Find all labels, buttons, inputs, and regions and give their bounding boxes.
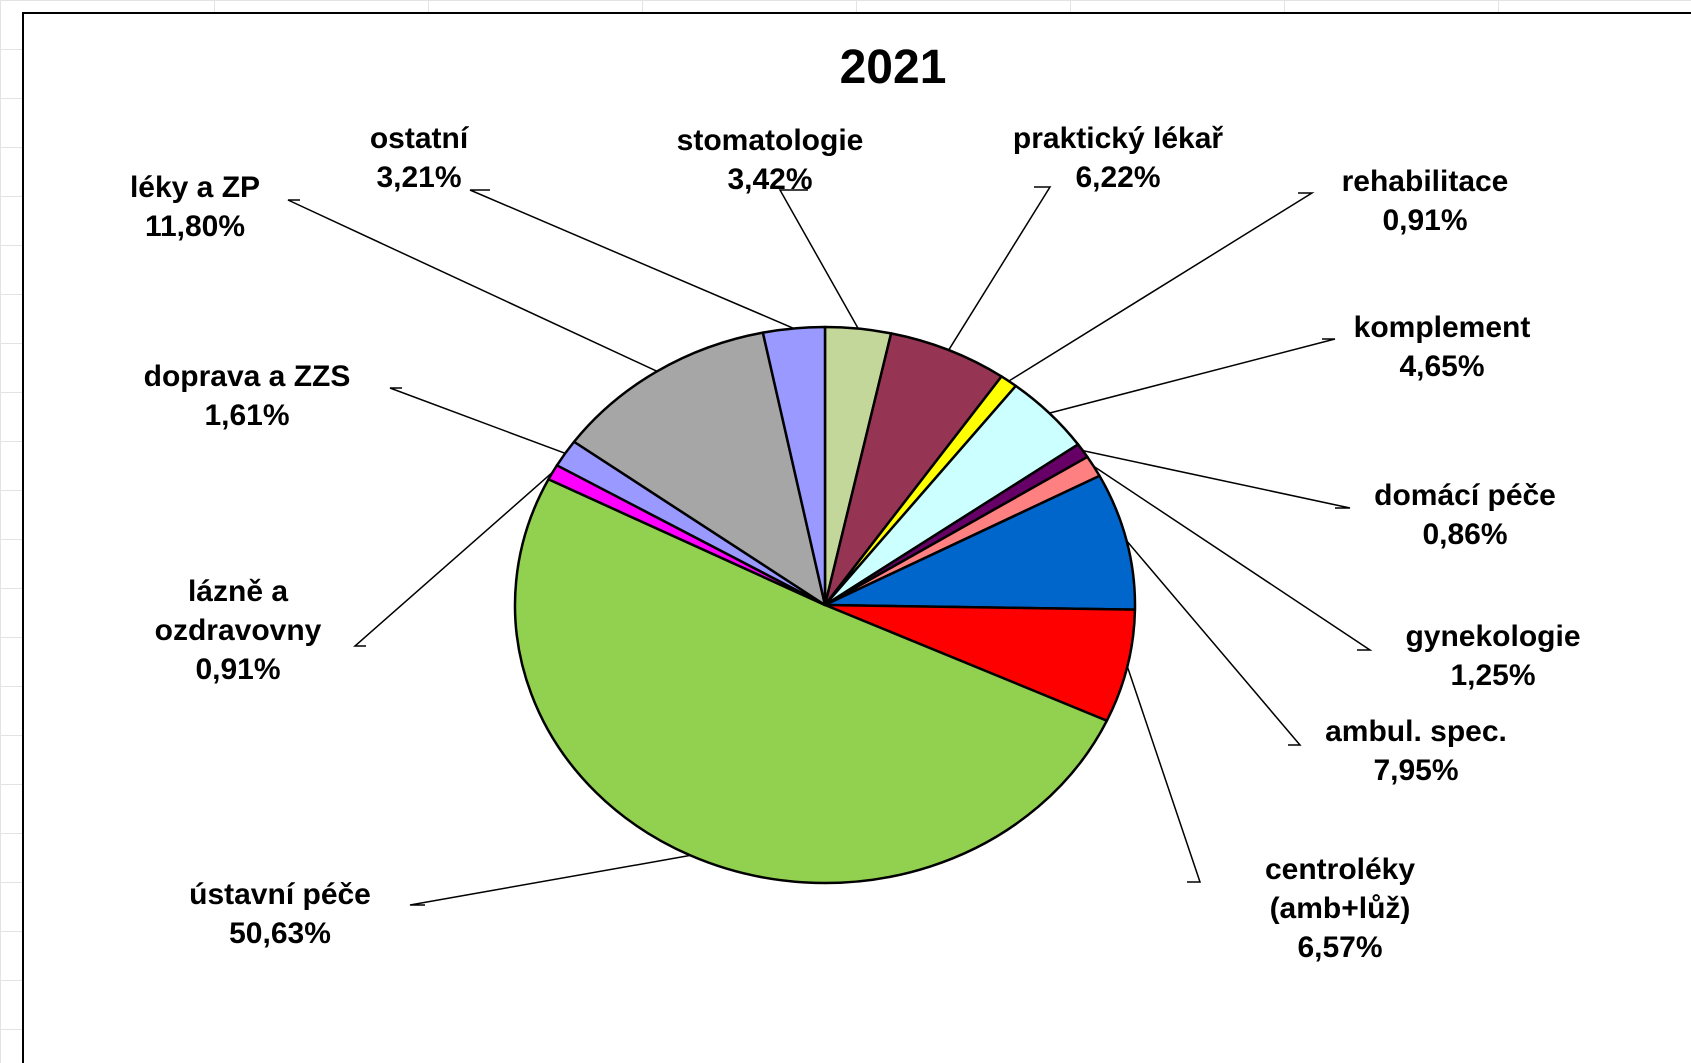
label-lazne-a-ozdravovny: lázně a ozdravovny 0,91% (155, 575, 322, 686)
label-gynekologie: gynekologie 1,25% (1405, 620, 1580, 692)
pie-slices (515, 327, 1135, 883)
label-centroleky-amb-luz: centroléky (amb+lůž) 6,57% (1265, 853, 1415, 964)
leader-line-domaci-pece (1083, 451, 1350, 508)
label-rehabilitace: rehabilitace 0,91% (1342, 165, 1509, 237)
label-stomatologie: stomatologie 3,42% (677, 124, 864, 196)
leader-line-doprava-a-zzs (390, 388, 565, 453)
leader-line-ustavni-pece (410, 855, 690, 905)
leader-line-centroleky-amb-luz (1127, 666, 1200, 882)
leader-line-leky-a-zp (288, 200, 657, 371)
leader-line-prakticky-lekar (949, 187, 1050, 350)
label-doprava-a-zzs: doprava a ZZS 1,61% (144, 360, 351, 432)
label-ambul-spec: ambul. spec. 7,95% (1325, 715, 1507, 787)
label-prakticky-lekar: praktický lékař 6,22% (1013, 122, 1223, 194)
chart-title: 2021 (840, 41, 947, 94)
label-leky-a-zp: léky a ZP 11,80% (130, 171, 260, 243)
label-ostatni: ostatní 3,21% (370, 122, 470, 194)
leader-line-stomatologie (780, 190, 858, 329)
label-domaci-pece: domácí péče 0,86% (1374, 479, 1556, 551)
leader-line-komplement (1049, 339, 1335, 413)
label-komplement: komplement 4,65% (1354, 311, 1531, 383)
label-ustavni-pece: ústavní péče 50,63% (189, 878, 371, 950)
leader-line-rehabilitace (1009, 193, 1312, 381)
leader-line-ambul-spec (1127, 541, 1300, 745)
